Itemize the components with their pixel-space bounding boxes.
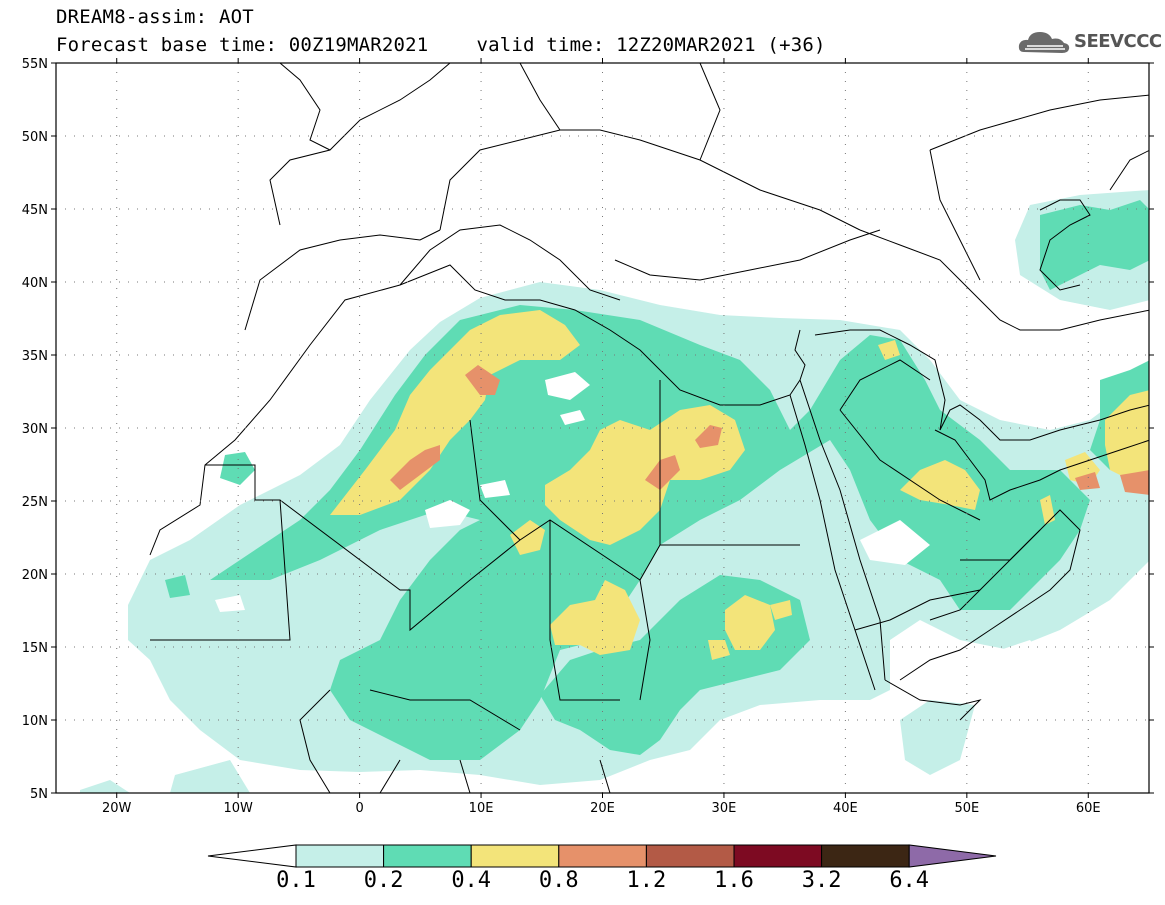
colorbar-swatch (645, 844, 735, 868)
colorbar-over-arrow (908, 844, 997, 868)
aot-band-0.8-1.2 (390, 365, 1149, 495)
latitude-axis: 55N 50N 45N 40N 35N 30N 25N 20N 15N 10N 5N (22, 57, 1154, 802)
colorbar-swatch (295, 844, 385, 868)
lon-tick-label: 10W (223, 801, 253, 816)
colorbar-swatch (558, 844, 647, 868)
lat-tick-label: 15N (22, 641, 48, 656)
lon-tick-label: 20E (590, 801, 615, 816)
colorbar-label: 3.2 (801, 868, 842, 893)
forecast-base-time: Forecast base time: 00Z19MAR2021 (56, 34, 429, 56)
colorbar-label: 0.4 (451, 868, 492, 893)
seevccc-logo: SEEVCCC (1018, 26, 1162, 58)
lat-tick-label: 5N (30, 787, 48, 802)
country-borders (150, 359, 1041, 793)
lat-tick-label: 20N (22, 568, 48, 583)
longitude-axis: 20W 10W 0 10E 20E 30E 40E 50E 60E (102, 58, 1101, 816)
coastlines-borders (149, 63, 1149, 721)
map-title: DREAM8-assim: AOT (56, 6, 254, 28)
lat-tick-label: 40N (22, 276, 48, 291)
colorbar-label: 6.4 (889, 868, 930, 893)
lat-tick-label: 10N (22, 714, 48, 729)
aot-clear-areas (215, 372, 1045, 668)
colorbar-label: 0.8 (538, 868, 579, 893)
lat-tick-label: 30N (22, 422, 48, 437)
lon-tick-label: 50E (954, 801, 979, 816)
lon-tick-label: 10E (469, 801, 494, 816)
colorbar-swatch (733, 844, 823, 868)
colorbar-swatch (821, 844, 910, 868)
colorbar-label: 0.1 (276, 868, 316, 893)
aot-field (56, 63, 1149, 793)
colorbar-label: 1.2 (626, 868, 667, 893)
cloud-logo-icon (1018, 32, 1070, 53)
lon-tick-label: 0 (355, 801, 363, 816)
lon-tick-label: 60E (1076, 801, 1101, 816)
map-subtitle: Forecast base time: 00Z19MAR2021 valid ti… (56, 34, 826, 56)
aot-colorbar (207, 844, 997, 868)
lat-tick-label: 55N (22, 57, 48, 72)
lat-tick-label: 45N (22, 203, 48, 218)
lat-tick-label: 50N (22, 130, 48, 145)
colorbar-label: 1.6 (714, 868, 754, 893)
lon-tick-label: 20W (102, 801, 132, 816)
colorbar-label: 0.2 (363, 868, 404, 893)
colorbar-swatch (470, 844, 560, 868)
valid-time: valid time: 12Z20MAR2021 (+36) (476, 34, 826, 56)
lat-tick-label: 25N (22, 495, 48, 510)
lon-tick-label: 30E (712, 801, 737, 816)
lon-tick-label: 40E (833, 801, 858, 816)
colorbar-under-arrow (207, 844, 297, 868)
lat-tick-label: 35N (22, 349, 48, 364)
logo-text: SEEVCCC (1074, 31, 1162, 52)
colorbar-swatch (383, 844, 472, 868)
